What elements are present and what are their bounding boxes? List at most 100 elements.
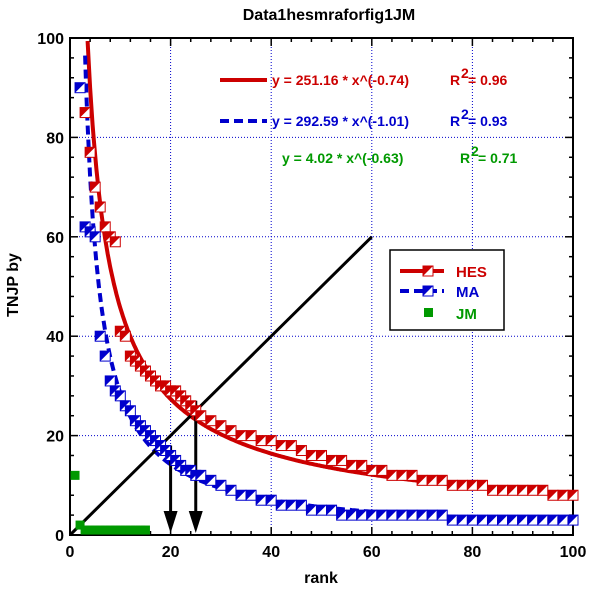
equation-text: y = 292.59 * x^(-1.01): [272, 113, 409, 129]
marker-fill: [225, 425, 236, 436]
marker-fill: [100, 351, 111, 362]
marker-fill: [366, 510, 377, 521]
marker-fill: [225, 485, 236, 496]
marker-fill: [266, 435, 277, 446]
hes-point: [517, 484, 529, 496]
marker-fill: [477, 515, 488, 526]
hes-point: [195, 410, 207, 422]
marker-fill: [125, 405, 136, 416]
ma-point: [336, 509, 348, 521]
ma-point: [74, 82, 86, 94]
hes-point: [326, 454, 338, 466]
ma-point: [124, 405, 136, 417]
chart-title-group: Data1hesmraforfig1JM: [243, 7, 416, 24]
marker-fill: [336, 510, 347, 521]
y-tick-label: 60: [46, 230, 64, 247]
ma-point: [275, 499, 287, 511]
hes-point: [537, 484, 549, 496]
marker-fill: [537, 515, 548, 526]
legend-entry-jm: JM: [424, 306, 477, 323]
ma-point: [547, 514, 559, 526]
marker-fill: [487, 485, 498, 496]
y-axis-label: TNJP by: [5, 253, 22, 317]
hes-point: [567, 489, 579, 501]
marker-fill: [417, 475, 428, 486]
ma-point: [406, 509, 418, 521]
marker-fill: [236, 490, 247, 501]
hes-point: [84, 146, 96, 158]
r-squared-value: = 0.71: [478, 150, 518, 166]
hes-point: [527, 484, 539, 496]
jm-point: [115, 525, 125, 535]
hes-point: [507, 484, 519, 496]
arrow-head: [163, 511, 178, 533]
legend-entry-ma: MA: [400, 284, 479, 301]
marker-fill: [457, 515, 468, 526]
legend-label: HES: [456, 264, 487, 281]
marker-fill: [568, 515, 578, 526]
marker-fill: [437, 510, 448, 521]
marker-fill: [346, 460, 357, 471]
hes-point: [557, 489, 569, 501]
marker-fill: [366, 465, 377, 476]
r-squared-label: R: [460, 150, 470, 166]
hes-point: [79, 107, 91, 119]
marker-fill: [457, 480, 468, 491]
marker-fill: [246, 490, 257, 501]
ma-point: [567, 514, 579, 526]
hes-point: [416, 474, 428, 486]
hes-point: [99, 221, 111, 233]
marker-fill: [296, 445, 307, 456]
hes-point: [109, 236, 121, 248]
marker-fill: [286, 440, 297, 451]
r-squared-superscript: 2: [461, 65, 469, 81]
ma-point: [295, 499, 307, 511]
r-squared-label: R: [450, 72, 460, 88]
ma-point: [316, 504, 327, 516]
x-tick-label: 60: [363, 544, 381, 561]
jm-point: [105, 525, 115, 535]
diagonal-line: [68, 235, 373, 537]
marker-fill: [346, 510, 357, 521]
hes-point: [225, 425, 237, 437]
hes-point: [396, 469, 408, 481]
marker-fill: [396, 470, 407, 481]
marker-fill: [105, 375, 116, 386]
marker-fill: [487, 515, 498, 526]
x-tick-label: 0: [66, 544, 75, 561]
ma-point: [396, 509, 408, 521]
ma-point: [436, 509, 448, 521]
marker-fill: [376, 510, 387, 521]
legend-marker-fill: [423, 286, 433, 296]
ma-point: [426, 509, 438, 521]
hes-point: [446, 479, 458, 491]
marker-fill: [195, 410, 206, 421]
hes-point: [89, 181, 101, 193]
marker-fill: [80, 107, 91, 118]
legend-marker: [424, 308, 433, 317]
jm-point: [80, 525, 90, 535]
ma-point: [557, 514, 569, 526]
jm-point: [70, 470, 80, 480]
jm-point: [75, 520, 85, 530]
hes-point: [386, 469, 398, 481]
hes-point: [275, 440, 287, 452]
marker-fill: [306, 505, 317, 516]
ma-point: [225, 484, 237, 496]
hes-point: [265, 435, 277, 447]
r-squared-superscript: 2: [471, 143, 479, 159]
ma-point: [356, 509, 368, 521]
jm-point: [90, 525, 100, 535]
marker-fill: [467, 515, 478, 526]
legend-entry-hes: HES: [400, 264, 487, 281]
marker-fill: [376, 465, 387, 476]
marker-fill: [527, 485, 538, 496]
jm-point: [110, 525, 120, 535]
marker-fill: [336, 455, 347, 466]
marker-fill: [236, 430, 247, 441]
hes-point: [285, 440, 297, 452]
ma-point: [376, 509, 388, 521]
marker-fill: [557, 515, 568, 526]
legend-label: MA: [456, 284, 479, 301]
marker-fill: [246, 430, 257, 441]
